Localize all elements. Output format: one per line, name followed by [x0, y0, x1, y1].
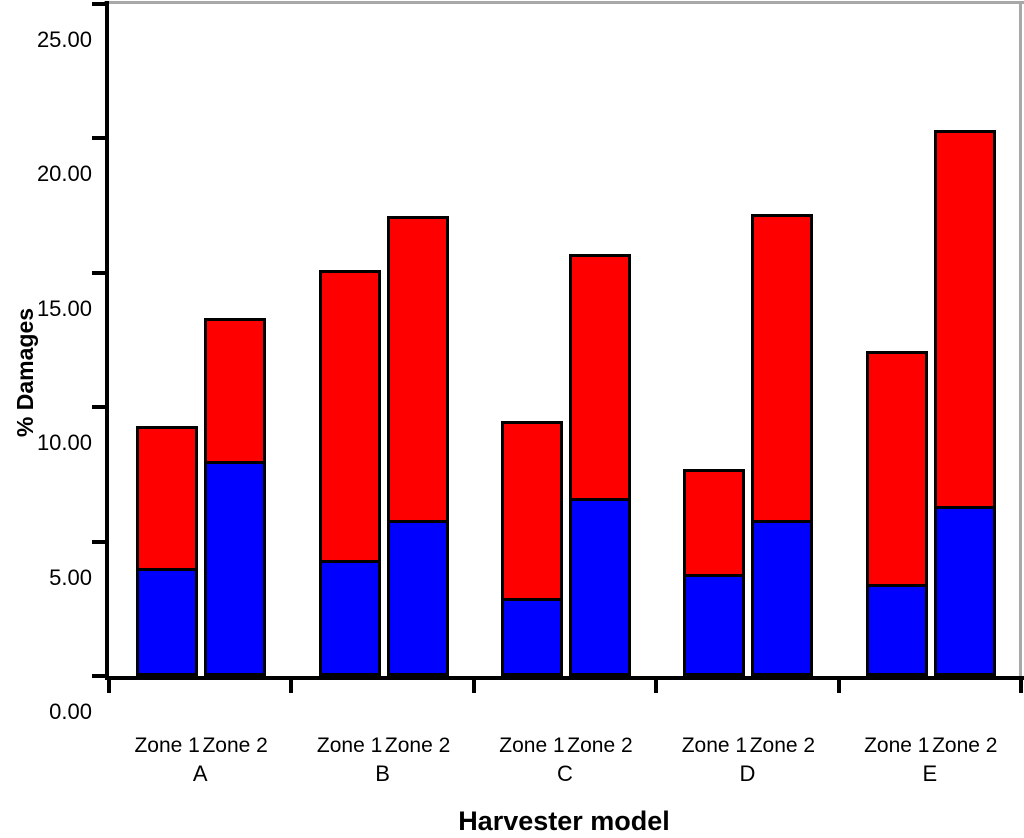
bar-segment-blue	[572, 498, 628, 673]
y-tick-mark	[92, 405, 105, 410]
bar-E-zone1	[865, 351, 928, 676]
bar-segment-blue	[321, 560, 378, 673]
y-tick-label: 20.00	[36, 161, 92, 187]
bar-C-zone2	[569, 254, 631, 676]
x-tick-mark	[107, 676, 111, 693]
y-tick-mark	[92, 136, 105, 141]
bar-segment-blue	[868, 584, 925, 673]
zone-label: Zone 2	[567, 734, 633, 757]
bar-segment-blue	[936, 506, 993, 673]
bar-segment-blue	[139, 568, 196, 673]
y-tick-mark	[92, 2, 105, 6]
bar-A-zone2	[204, 318, 267, 676]
x-tick-mark	[836, 676, 841, 693]
bar-segment-blue	[207, 461, 264, 673]
group-label: B	[375, 761, 390, 786]
bar-A-zone1	[136, 426, 199, 676]
bar-D-zone1	[683, 469, 746, 676]
y-tick-label: 25.00	[36, 27, 92, 52]
y-tick-label: 15.00	[36, 295, 92, 321]
x-axis-title: Harvester model	[458, 806, 670, 836]
zone-label: Zone 2	[749, 734, 816, 757]
x-tick-mark	[654, 676, 659, 693]
zone-label: Zone 2	[384, 734, 451, 757]
group-label: E	[922, 761, 938, 786]
x-axis-line	[105, 676, 1024, 680]
bar-segment-blue	[504, 598, 560, 673]
zone-label: Zone 1	[134, 734, 200, 757]
y-axis-title-wrap: % Damages	[4, 172, 48, 572]
plot-right-border	[1019, 1, 1022, 678]
group-label: A	[192, 761, 208, 786]
x-tick-mark	[289, 676, 294, 693]
y-tick-mark	[92, 539, 105, 544]
y-tick-label: 10.00	[36, 430, 92, 456]
x-tick-mark	[1019, 676, 1023, 693]
bar-segment-blue	[754, 520, 811, 673]
zone-label: Zone 1	[316, 734, 383, 757]
bar-segment-blue	[389, 520, 446, 673]
bar-segment-blue	[686, 574, 743, 673]
y-tick-mark	[92, 674, 105, 678]
bar-B-zone2	[386, 216, 449, 676]
y-tick-mark	[92, 270, 105, 275]
zone-label: Zone 1	[499, 734, 565, 757]
zone-label: Zone 1	[864, 734, 930, 757]
zone-label: Zone 2	[932, 734, 998, 757]
bar-D-zone2	[751, 214, 814, 676]
zone-label: Zone 2	[202, 734, 268, 757]
y-axis-title: % Damages	[12, 307, 39, 437]
y-tick-label: 0.00	[49, 699, 92, 724]
bar-B-zone1	[318, 270, 381, 676]
zone-label: Zone 1	[681, 734, 748, 757]
y-tick-label: 5.00	[49, 564, 92, 590]
group-label: C	[557, 761, 573, 786]
plot-top-border	[104, 1, 1024, 4]
group-label: D	[739, 761, 756, 786]
y-axis-line	[105, 1, 109, 680]
bar-C-zone1	[501, 421, 563, 676]
x-tick-mark	[471, 676, 476, 693]
bar-E-zone2	[933, 130, 996, 676]
